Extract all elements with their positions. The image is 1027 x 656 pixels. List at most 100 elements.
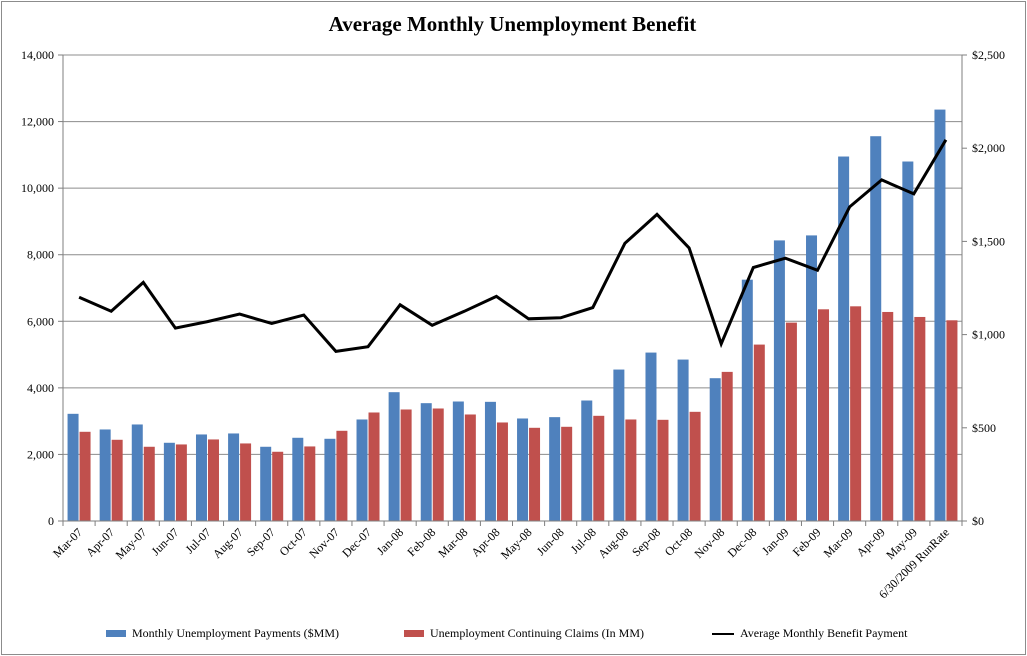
x-tick-label: Aug-08 — [595, 525, 631, 561]
bar-claims — [753, 344, 765, 521]
x-tick-label: Oct-07 — [276, 525, 309, 558]
x-tick-label: Jul-07 — [182, 525, 213, 556]
bar-claims — [785, 322, 797, 521]
bar-claims — [496, 422, 508, 521]
left-tick-label: 6,000 — [27, 314, 54, 328]
x-tick-label: Mar-07 — [50, 525, 85, 560]
bar-claims — [79, 431, 91, 521]
right-tick-label: $500 — [972, 421, 996, 435]
left-tick-label: 4,000 — [27, 381, 54, 395]
legend-payments: Monthly Unemployment Payments ($MM) — [106, 626, 339, 641]
legend-benefit-swatch — [712, 632, 734, 635]
right-axis-labels: $0 $500 $1,000 $1,500 $2,000 $2,500 — [972, 48, 1005, 528]
bar-payments — [870, 136, 882, 521]
x-tick-label: Aug-07 — [210, 525, 246, 561]
bar-claims — [207, 439, 219, 521]
bar-payments — [99, 429, 111, 521]
benefit-line — [78, 139, 948, 354]
bar-payments — [677, 359, 689, 521]
x-tick-label: Apr-07 — [83, 525, 117, 559]
left-tick-label: 8,000 — [27, 248, 54, 262]
x-tick-label: Apr-09 — [854, 525, 888, 559]
bar-claims — [368, 412, 380, 521]
right-tick-label: $2,500 — [972, 48, 1005, 62]
bar-claims — [914, 316, 926, 521]
bar-payments — [645, 352, 657, 521]
bar-payments — [806, 235, 818, 521]
bar-payments — [549, 417, 561, 521]
x-tick-label: Oct-08 — [662, 525, 695, 558]
bar-payments — [260, 446, 272, 521]
x-tick-label: Apr-08 — [468, 525, 502, 559]
x-tick-label: Feb-08 — [404, 525, 438, 559]
bar-claims — [689, 411, 701, 521]
bar-payments — [709, 378, 721, 521]
left-axis-labels: 0 2,000 4,000 6,000 8,000 10,000 12,000 14,000 — [21, 48, 54, 528]
bar-claims — [625, 419, 637, 521]
right-tick-label: $1,500 — [972, 234, 1005, 248]
bar-payments — [195, 434, 207, 521]
legend-payments-swatch — [106, 630, 126, 637]
x-tick-label: Jul-08 — [568, 525, 599, 556]
legend-claims-label: Unemployment Continuing Claims (In MM) — [430, 626, 644, 640]
x-tick-label: Jun-08 — [534, 525, 567, 558]
bar-claims — [657, 419, 669, 521]
bar-claims — [850, 306, 862, 521]
bar-payments — [613, 369, 625, 521]
x-tick-label: Mar-09 — [821, 525, 856, 560]
bar-claims — [946, 320, 958, 521]
left-tick-label: 0 — [48, 514, 54, 528]
left-tick-label: 12,000 — [21, 115, 54, 129]
bar-payments — [452, 401, 464, 521]
bar-payments — [838, 156, 850, 521]
legend-claims-swatch — [404, 630, 424, 637]
x-tick-label: Dec-08 — [725, 525, 760, 560]
legend-claims: Unemployment Continuing Claims (In MM) — [404, 626, 644, 641]
bar-claims — [336, 430, 348, 521]
bar-payments — [581, 400, 593, 521]
x-tick-label: Nov-08 — [691, 525, 727, 561]
x-tick-label: May-07 — [113, 525, 150, 562]
x-tick-label: Feb-09 — [790, 525, 824, 559]
left-tick-label: 2,000 — [27, 447, 54, 461]
right-tick-label: $2,000 — [972, 141, 1005, 155]
chart-title: Average Monthly Unemployment Benefit — [328, 12, 697, 36]
bar-claims — [882, 311, 894, 521]
x-tick-label: Sep-08 — [629, 525, 663, 559]
bar-claims — [272, 451, 284, 521]
bar-claims — [561, 426, 573, 521]
bar-payments — [902, 161, 914, 521]
bar-payments — [324, 438, 336, 521]
bar-payments — [228, 433, 240, 521]
benefit-line-group — [78, 139, 948, 354]
bar-claims — [529, 427, 541, 521]
right-tick-label: $0 — [972, 514, 984, 528]
x-tick-label: Mar-08 — [435, 525, 470, 560]
left-tick-label: 10,000 — [21, 181, 54, 195]
x-tick-label: Dec-07 — [339, 525, 374, 560]
x-tick-label: Sep-07 — [244, 525, 278, 559]
bar-payments — [741, 279, 753, 521]
bar-claims — [240, 443, 252, 521]
legend-payments-label: Monthly Unemployment Payments ($MM) — [132, 626, 339, 640]
bar-claims — [175, 444, 187, 521]
legend-benefit-label: Average Monthly Benefit Payment — [740, 626, 908, 640]
bar-payments — [420, 403, 432, 521]
bar-payments — [131, 424, 143, 521]
bar-payments — [484, 401, 496, 521]
bar-payments — [517, 418, 529, 521]
x-tick-label: May-08 — [498, 525, 535, 562]
x-tick-label: Jun-07 — [148, 525, 181, 558]
bar-claims — [111, 439, 123, 521]
x-tick-label: Nov-07 — [306, 525, 342, 561]
x-tick-label: Jan-08 — [374, 525, 407, 558]
axes — [58, 54, 967, 526]
bar-claims — [593, 415, 605, 521]
bar-payments — [163, 442, 175, 521]
legend-benefit: Average Monthly Benefit Payment — [712, 626, 907, 641]
bar-payments — [356, 419, 368, 521]
payments-bars — [67, 109, 946, 522]
claims-bars — [79, 306, 958, 521]
bar-claims — [304, 446, 316, 521]
